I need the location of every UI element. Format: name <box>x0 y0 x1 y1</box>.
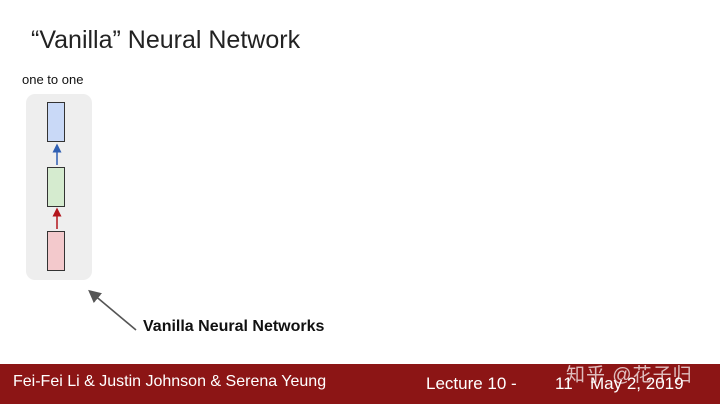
slide-title: “Vanilla” Neural Network <box>31 26 301 54</box>
caption: Vanilla Neural Networks <box>143 318 325 335</box>
footer-bar: Fei-Fei Li & Justin Johnson & Serena Yeu… <box>0 364 720 404</box>
diagram-label: one to one <box>22 72 84 87</box>
caption-pointer-arrow <box>88 289 137 331</box>
watermark: 知乎 @花子归 <box>566 365 693 386</box>
hidden-box <box>47 167 65 207</box>
footer-lecture: Lecture 10 - <box>426 374 517 393</box>
input-box <box>47 231 65 271</box>
footer-page-number: 11 <box>555 374 573 393</box>
output-box <box>47 102 65 142</box>
footer-date: May 2, 2019 <box>590 374 684 393</box>
footer-authors: Fei-Fei Li & Justin Johnson & Serena Yeu… <box>13 373 327 390</box>
